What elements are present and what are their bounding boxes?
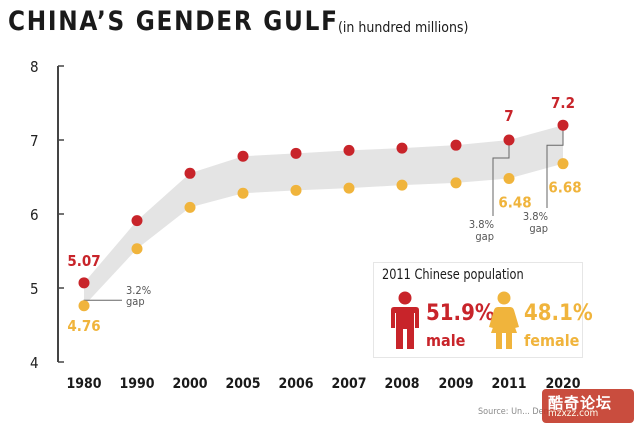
female-value-label: 4.76 — [67, 317, 100, 335]
male-point — [78, 277, 90, 289]
watermark-logo: 酷奇论坛 mzxzz.com — [542, 389, 634, 423]
y-tick-label: 7 — [30, 132, 39, 150]
gap-word-label: gap — [126, 295, 145, 308]
x-tick-label: 1990 — [119, 376, 154, 392]
male-label: male — [426, 331, 466, 350]
gap-word-label: gap — [529, 222, 548, 235]
male-percentage: 51.9% — [426, 301, 495, 326]
male-point — [131, 215, 143, 227]
y-tick-label: 8 — [30, 58, 39, 76]
gap-band — [84, 125, 563, 306]
female-point — [237, 187, 249, 199]
male-point — [557, 119, 569, 131]
chart-subtitle: (in hundred millions) — [338, 20, 469, 36]
gap-leader-line — [83, 299, 122, 306]
population-panel: 2011 Chinese population 51.9% male 48.1%… — [373, 262, 593, 358]
x-tick-label: 2005 — [225, 376, 260, 392]
female-point — [184, 201, 196, 213]
source-note: Source: Un... Dem... — [478, 407, 560, 417]
male-point — [237, 150, 249, 162]
chart-title-wrap: CHINA’S GENDER GULF — [8, 6, 393, 37]
x-tick-label: 2007 — [331, 376, 366, 392]
male-value-label: 7 — [504, 107, 513, 125]
gap-value-label: 3.8% — [469, 218, 494, 231]
watermark-sub: mzxzz.com — [548, 408, 599, 419]
male-point — [396, 142, 408, 154]
female-point — [396, 179, 408, 191]
male-point — [450, 139, 462, 151]
y-tick-label: 5 — [30, 280, 39, 298]
x-tick-label: 2020 — [545, 376, 580, 392]
panel-title: 2011 Chinese population — [382, 267, 524, 283]
male-point — [184, 167, 196, 179]
gap-value-label: 3.2% — [126, 284, 151, 297]
male-value-label: 5.07 — [67, 252, 100, 270]
female-point — [557, 158, 569, 170]
x-tick-label: 2006 — [278, 376, 313, 392]
gap-leader-line — [492, 140, 510, 216]
male-value-label: 7.2 — [551, 94, 575, 112]
female-value-label: 6.68 — [548, 179, 581, 197]
female-point — [131, 243, 143, 255]
y-tick-label: 4 — [30, 354, 39, 372]
female-value-label: 6.48 — [498, 193, 531, 211]
female-point — [290, 184, 302, 196]
watermark-text: 酷奇论坛 — [548, 394, 613, 412]
gap-word-label: gap — [475, 230, 494, 243]
chart-title: CHINA’S GENDER GULF — [8, 6, 339, 37]
male-point — [343, 144, 355, 156]
woman-icon — [489, 291, 519, 349]
x-tick-label: 1980 — [66, 376, 101, 392]
x-tick-label: 2011 — [491, 376, 526, 392]
x-tick-label: 2008 — [384, 376, 419, 392]
female-point — [78, 300, 90, 312]
male-point — [503, 134, 515, 146]
female-point — [343, 182, 355, 194]
x-tick-label: 2009 — [438, 376, 473, 392]
male-point — [290, 147, 302, 159]
gap-leader-line — [546, 125, 564, 208]
female-point — [503, 172, 515, 184]
y-tick-label: 6 — [30, 206, 39, 224]
man-icon — [391, 291, 419, 349]
gap-value-label: 3.8% — [523, 210, 548, 223]
female-percentage: 48.1% — [524, 301, 593, 326]
x-tick-label: 2000 — [172, 376, 207, 392]
female-point — [450, 177, 462, 189]
female-label: female — [524, 331, 580, 350]
